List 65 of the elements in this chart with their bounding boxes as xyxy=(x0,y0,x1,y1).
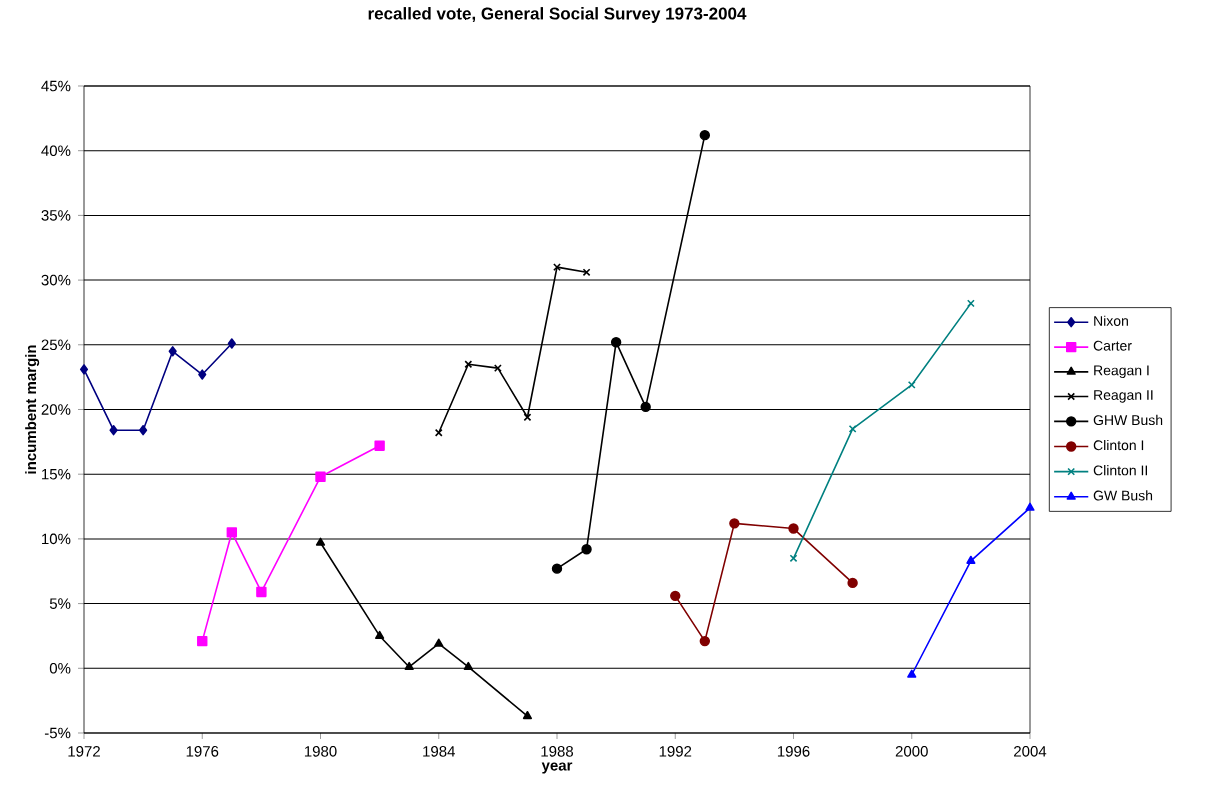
legend-label: Reagan II xyxy=(1094,390,1153,403)
point xyxy=(670,590,681,602)
point xyxy=(847,577,858,589)
x-tick-label: 1988 xyxy=(541,746,574,757)
point xyxy=(79,364,89,375)
y-tick-label: 5% xyxy=(49,598,71,609)
point xyxy=(434,428,443,437)
point xyxy=(493,364,502,372)
x-tick-label: 1992 xyxy=(659,746,692,757)
legend-label: GW Bush xyxy=(1093,490,1153,501)
point xyxy=(699,635,711,647)
y-tick-label: 10% xyxy=(42,533,71,545)
point xyxy=(553,263,561,272)
point xyxy=(1025,502,1035,511)
legend-label: Carter xyxy=(1093,340,1132,351)
y-tick-label: 40% xyxy=(41,145,71,157)
y-tick-label: 0% xyxy=(49,662,71,674)
point xyxy=(581,544,592,555)
legend-label: GHW Bush xyxy=(1093,414,1163,426)
y-axis-title: incumbent margin xyxy=(25,345,40,474)
point xyxy=(907,669,917,678)
point xyxy=(788,523,799,534)
x-tick-label: 1980 xyxy=(304,746,337,757)
point xyxy=(374,440,385,451)
point xyxy=(197,635,208,647)
x-tick-label: 2004 xyxy=(1014,746,1047,757)
point xyxy=(729,518,740,529)
point xyxy=(610,337,622,348)
point xyxy=(404,661,414,670)
legend-label: Clinton II xyxy=(1093,465,1148,476)
point xyxy=(699,129,711,141)
point xyxy=(226,527,238,538)
point xyxy=(315,537,326,546)
y-tick-label: 15% xyxy=(42,468,71,480)
point xyxy=(198,369,207,380)
x-tick-label: 1972 xyxy=(68,746,100,757)
point xyxy=(640,401,651,413)
x-tick-label: 1984 xyxy=(423,746,455,757)
x-tick-label: 1996 xyxy=(777,746,810,757)
point xyxy=(434,638,444,647)
point xyxy=(464,360,473,369)
point xyxy=(109,425,118,436)
x-tick-label: 1976 xyxy=(186,746,219,757)
point xyxy=(139,425,148,436)
point xyxy=(522,710,533,720)
chart-title: recalled vote, General Social Survey 1973-2004 xyxy=(368,7,747,23)
y-tick-label: -5% xyxy=(44,727,71,739)
point xyxy=(227,338,236,349)
x-axis-title: year xyxy=(541,762,573,774)
y-tick-label: 25% xyxy=(41,339,71,351)
y-tick-label: 30% xyxy=(41,274,71,286)
x-tick-label: 2000 xyxy=(895,746,928,757)
point xyxy=(256,586,267,598)
y-tick-label: 35% xyxy=(41,210,71,221)
point xyxy=(463,661,473,670)
y-tick-label: 45% xyxy=(41,80,71,92)
point xyxy=(375,630,385,639)
legend-label: Reagan I xyxy=(1094,365,1149,379)
point xyxy=(551,563,563,574)
legend-label: Nixon xyxy=(1094,315,1128,326)
point xyxy=(315,471,326,482)
legend-label: Clinton I xyxy=(1093,439,1144,451)
point xyxy=(168,346,177,357)
y-tick-label: 20% xyxy=(41,404,71,415)
point xyxy=(966,555,976,564)
